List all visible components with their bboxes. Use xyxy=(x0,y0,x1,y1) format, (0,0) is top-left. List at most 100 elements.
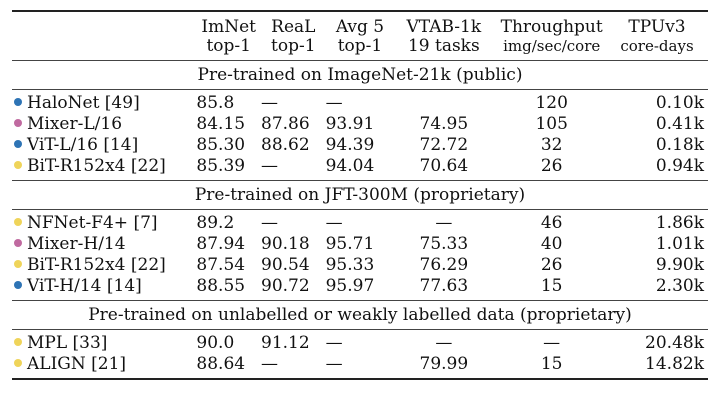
real-cell: 91.12 xyxy=(261,333,310,353)
real-cell: 88.62 xyxy=(261,135,310,155)
header-throughput: Throughput img/sec/core xyxy=(500,17,603,56)
model-name: BiT-R152x4 [22] xyxy=(27,255,166,275)
vtab-cell: — xyxy=(435,333,453,353)
avg5-cell: 93.91 xyxy=(325,114,375,134)
tpu-cell: 0.18k xyxy=(655,135,704,155)
tpu-cell: 1.01k xyxy=(655,234,704,254)
throughput-cell: 26 xyxy=(540,255,563,275)
tpu-cell: 20.48k xyxy=(645,333,704,353)
model-family-dot-icon xyxy=(14,98,22,106)
real-cell: — xyxy=(261,93,278,113)
model-name: MPL [33] xyxy=(27,333,108,353)
vtab-cell: 79.99 xyxy=(419,354,469,374)
header-avg5: Avg 5 top-1 xyxy=(335,17,385,56)
model-cell: BiT-R152x4 [22] xyxy=(12,255,196,276)
model-name: Mixer-L/16 xyxy=(27,114,123,134)
table-row: MPL [33] 90.0 91.12 — — — 20.48k xyxy=(12,329,708,355)
results-table: ImNet top-1 ReaL top-1 Avg 5 top-1 VTAB-1k 1… xyxy=(12,10,708,380)
group-header-row: Pre-trained on unlabelled or weakly labe… xyxy=(12,300,708,330)
tpu-cell: 14.82k xyxy=(645,354,704,374)
real-cell: — xyxy=(261,354,278,374)
throughput-cell: 120 xyxy=(535,93,568,113)
imnet-cell: 85.39 xyxy=(196,156,246,176)
avg5-cell: — xyxy=(325,213,343,233)
table-row: Mixer-H/14 87.94 90.18 95.71 75.33 40 1.01k xyxy=(12,234,708,255)
model-cell: ViT-L/16 [14] xyxy=(12,135,196,156)
table-row: ViT-L/16 [14] 85.30 88.62 94.39 72.72 32 0.18k xyxy=(12,135,708,156)
vtab-cell xyxy=(394,90,493,115)
throughput-cell: 105 xyxy=(535,114,568,134)
tpu-cell: 0.94k xyxy=(655,156,704,176)
model-name: ALIGN [21] xyxy=(27,354,127,374)
table-row: BiT-R152x4 [22] 87.54 90.54 95.33 76.29 26 9.9… xyxy=(12,255,708,276)
real-cell: 87.86 xyxy=(261,114,310,134)
model-name: ViT-H/14 [14] xyxy=(27,276,142,296)
avg5-cell: 95.97 xyxy=(325,276,375,296)
group-title: Pre-trained on ImageNet-21k (public) xyxy=(197,65,523,85)
avg5-cell: 95.33 xyxy=(325,255,375,275)
model-name: NFNet-F4+ [7] xyxy=(27,213,158,233)
model-cell: ALIGN [21] xyxy=(12,354,196,379)
real-cell: — xyxy=(261,156,278,176)
model-family-dot-icon xyxy=(14,359,22,367)
imnet-cell: 85.30 xyxy=(196,135,246,155)
model-family-dot-icon xyxy=(14,239,22,247)
throughput-cell: 15 xyxy=(540,354,563,374)
table-row: ALIGN [21] 88.64 — — 79.99 15 14.82k xyxy=(12,354,708,379)
model-family-dot-icon xyxy=(14,161,22,169)
vtab-cell: 70.64 xyxy=(419,156,469,176)
group-header-row: Pre-trained on JFT-300M (proprietary) xyxy=(12,180,708,210)
real-cell: — xyxy=(261,213,278,233)
table-row: BiT-R152x4 [22] 85.39 — 94.04 70.64 26 0.94k xyxy=(12,156,708,181)
model-name: ViT-L/16 [14] xyxy=(27,135,139,155)
header-real: ReaL top-1 xyxy=(271,17,316,56)
avg5-cell: — xyxy=(325,93,343,113)
imnet-cell: 84.15 xyxy=(196,114,246,134)
table-row: NFNet-F4+ [7] 89.2 — — — 46 1.86k xyxy=(12,209,708,235)
model-name: Mixer-H/14 xyxy=(27,234,126,254)
avg5-cell: — xyxy=(325,354,343,374)
group-title: Pre-trained on JFT-300M (proprietary) xyxy=(194,185,526,205)
model-cell: Mixer-L/16 xyxy=(12,114,196,135)
model-family-dot-icon xyxy=(14,338,22,346)
throughput-cell: 32 xyxy=(540,135,563,155)
real-cell: 90.18 xyxy=(261,234,310,254)
model-family-dot-icon xyxy=(14,260,22,268)
tpu-cell: 2.30k xyxy=(655,276,704,296)
vtab-cell: 76.29 xyxy=(419,255,469,275)
imnet-cell: 87.54 xyxy=(196,255,246,275)
group-title: Pre-trained on unlabelled or weakly labe… xyxy=(88,305,632,325)
imnet-cell: 85.8 xyxy=(196,93,235,113)
imnet-cell: 88.64 xyxy=(196,354,246,374)
imnet-cell: 87.94 xyxy=(196,234,246,254)
vtab-cell: — xyxy=(435,213,453,233)
tpu-cell: 1.86k xyxy=(655,213,704,233)
model-name: HaloNet [49] xyxy=(27,93,140,113)
model-name: BiT-R152x4 [22] xyxy=(27,156,166,176)
real-cell: 90.72 xyxy=(261,276,310,296)
vtab-cell: 75.33 xyxy=(419,234,469,254)
header-imnet: ImNet top-1 xyxy=(201,17,256,56)
real-cell: 90.54 xyxy=(261,255,310,275)
table-header-row: ImNet top-1 ReaL top-1 Avg 5 top-1 VTAB-1k 1… xyxy=(12,11,708,61)
model-family-dot-icon xyxy=(14,218,22,226)
imnet-cell: 90.0 xyxy=(196,333,235,353)
avg5-cell: 95.71 xyxy=(325,234,375,254)
vtab-cell: 74.95 xyxy=(419,114,469,134)
avg5-cell: — xyxy=(325,333,343,353)
vtab-cell: 77.63 xyxy=(419,276,469,296)
tpu-cell: 0.41k xyxy=(655,114,704,134)
model-family-dot-icon xyxy=(14,140,22,148)
model-cell: Mixer-H/14 xyxy=(12,234,196,255)
header-vtab: VTAB-1k 19 tasks xyxy=(406,17,482,56)
table-row: HaloNet [49] 85.8 — — 120 0.10k xyxy=(12,89,708,115)
header-tpu: TPUv3 core-days xyxy=(620,17,694,56)
vtab-cell: 72.72 xyxy=(419,135,469,155)
table-row: Mixer-L/16 84.15 87.86 93.91 74.95 105 0.41k xyxy=(12,114,708,135)
avg5-cell: 94.39 xyxy=(325,135,375,155)
imnet-cell: 89.2 xyxy=(196,213,235,233)
imnet-cell: 88.55 xyxy=(196,276,246,296)
model-cell: NFNet-F4+ [7] xyxy=(12,210,196,235)
avg5-cell: 94.04 xyxy=(325,156,375,176)
